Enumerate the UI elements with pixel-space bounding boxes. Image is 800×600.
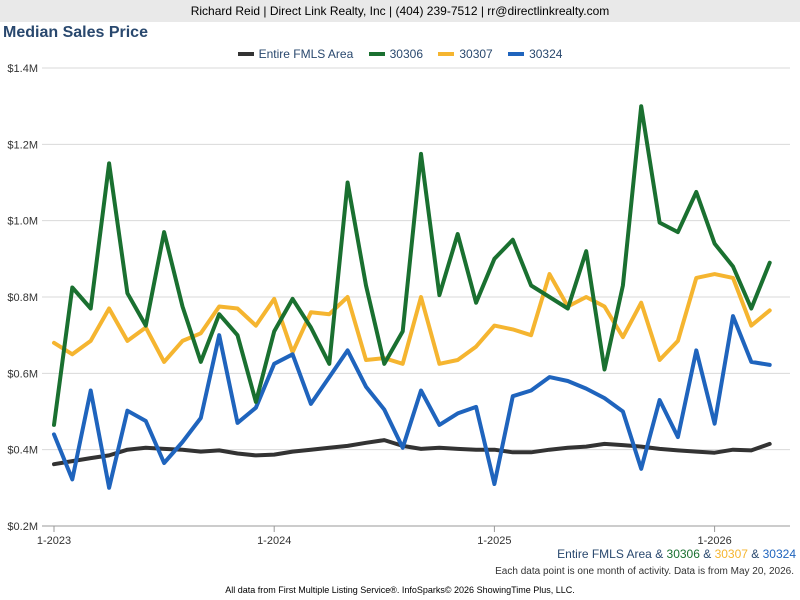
summary-sep-2: & <box>699 547 715 561</box>
legend-swatch-30306 <box>368 52 385 56</box>
y-tick-label: $1.2M <box>7 139 38 151</box>
summary-30307: 30307 <box>714 547 748 561</box>
y-tick-label: $1.0M <box>7 216 38 228</box>
y-tick-label: $0.4M <box>7 445 38 457</box>
contact-header-bar: Richard Reid | Direct Link Realty, Inc |… <box>0 0 800 22</box>
series-summary: Entire FMLS Area & 30306 & 30307 & 30324 <box>557 547 796 561</box>
summary-30324: 30324 <box>762 547 796 561</box>
legend-swatch-30324 <box>508 52 525 56</box>
summary-30306: 30306 <box>666 547 700 561</box>
y-tick-label: $0.8M <box>7 292 38 304</box>
y-tick-label: $0.2M <box>7 521 38 533</box>
legend-label-fmls: Entire FMLS Area <box>258 47 354 61</box>
legend-swatch-30307 <box>438 52 455 56</box>
y-tick-label: $1.4M <box>7 63 38 75</box>
series-line-30307 <box>52 272 772 366</box>
legend-swatch-fmls <box>237 52 254 56</box>
legend-item-fmls[interactable]: Entire FMLS Area <box>237 47 354 61</box>
legend-label-30324: 30324 <box>529 47 563 61</box>
series-line-entire-fmls-area <box>52 438 772 467</box>
legend-label-30307: 30307 <box>459 47 493 61</box>
y-tick-label: $0.6M <box>7 368 38 380</box>
contact-info: Richard Reid | Direct Link Realty, Inc |… <box>190 4 610 18</box>
chart-legend: Entire FMLS Area 30306 30307 30324 <box>0 45 800 63</box>
x-tick-label: 1-2025 <box>477 535 511 547</box>
summary-fmls: Entire FMLS Area <box>557 547 652 561</box>
data-footnote: Each data point is one month of activity… <box>495 566 794 577</box>
x-tick-label: 1-2024 <box>257 535 291 547</box>
summary-sep-3: & <box>747 547 763 561</box>
legend-item-30306[interactable]: 30306 <box>368 47 423 61</box>
legend-item-30324[interactable]: 30324 <box>508 47 562 61</box>
legend-item-30307[interactable]: 30307 <box>438 47 493 61</box>
source-credit: All data from First Multiple Listing Ser… <box>225 585 575 595</box>
summary-sep-1: & <box>651 547 667 561</box>
series-line-30306 <box>52 104 772 427</box>
series-line-30324 <box>52 314 772 490</box>
legend-label-30306: 30306 <box>389 47 423 61</box>
x-tick-label: 1-2023 <box>37 535 71 547</box>
chart-title: Median Sales Price <box>3 24 148 41</box>
x-tick-label: 1-2026 <box>697 535 731 547</box>
